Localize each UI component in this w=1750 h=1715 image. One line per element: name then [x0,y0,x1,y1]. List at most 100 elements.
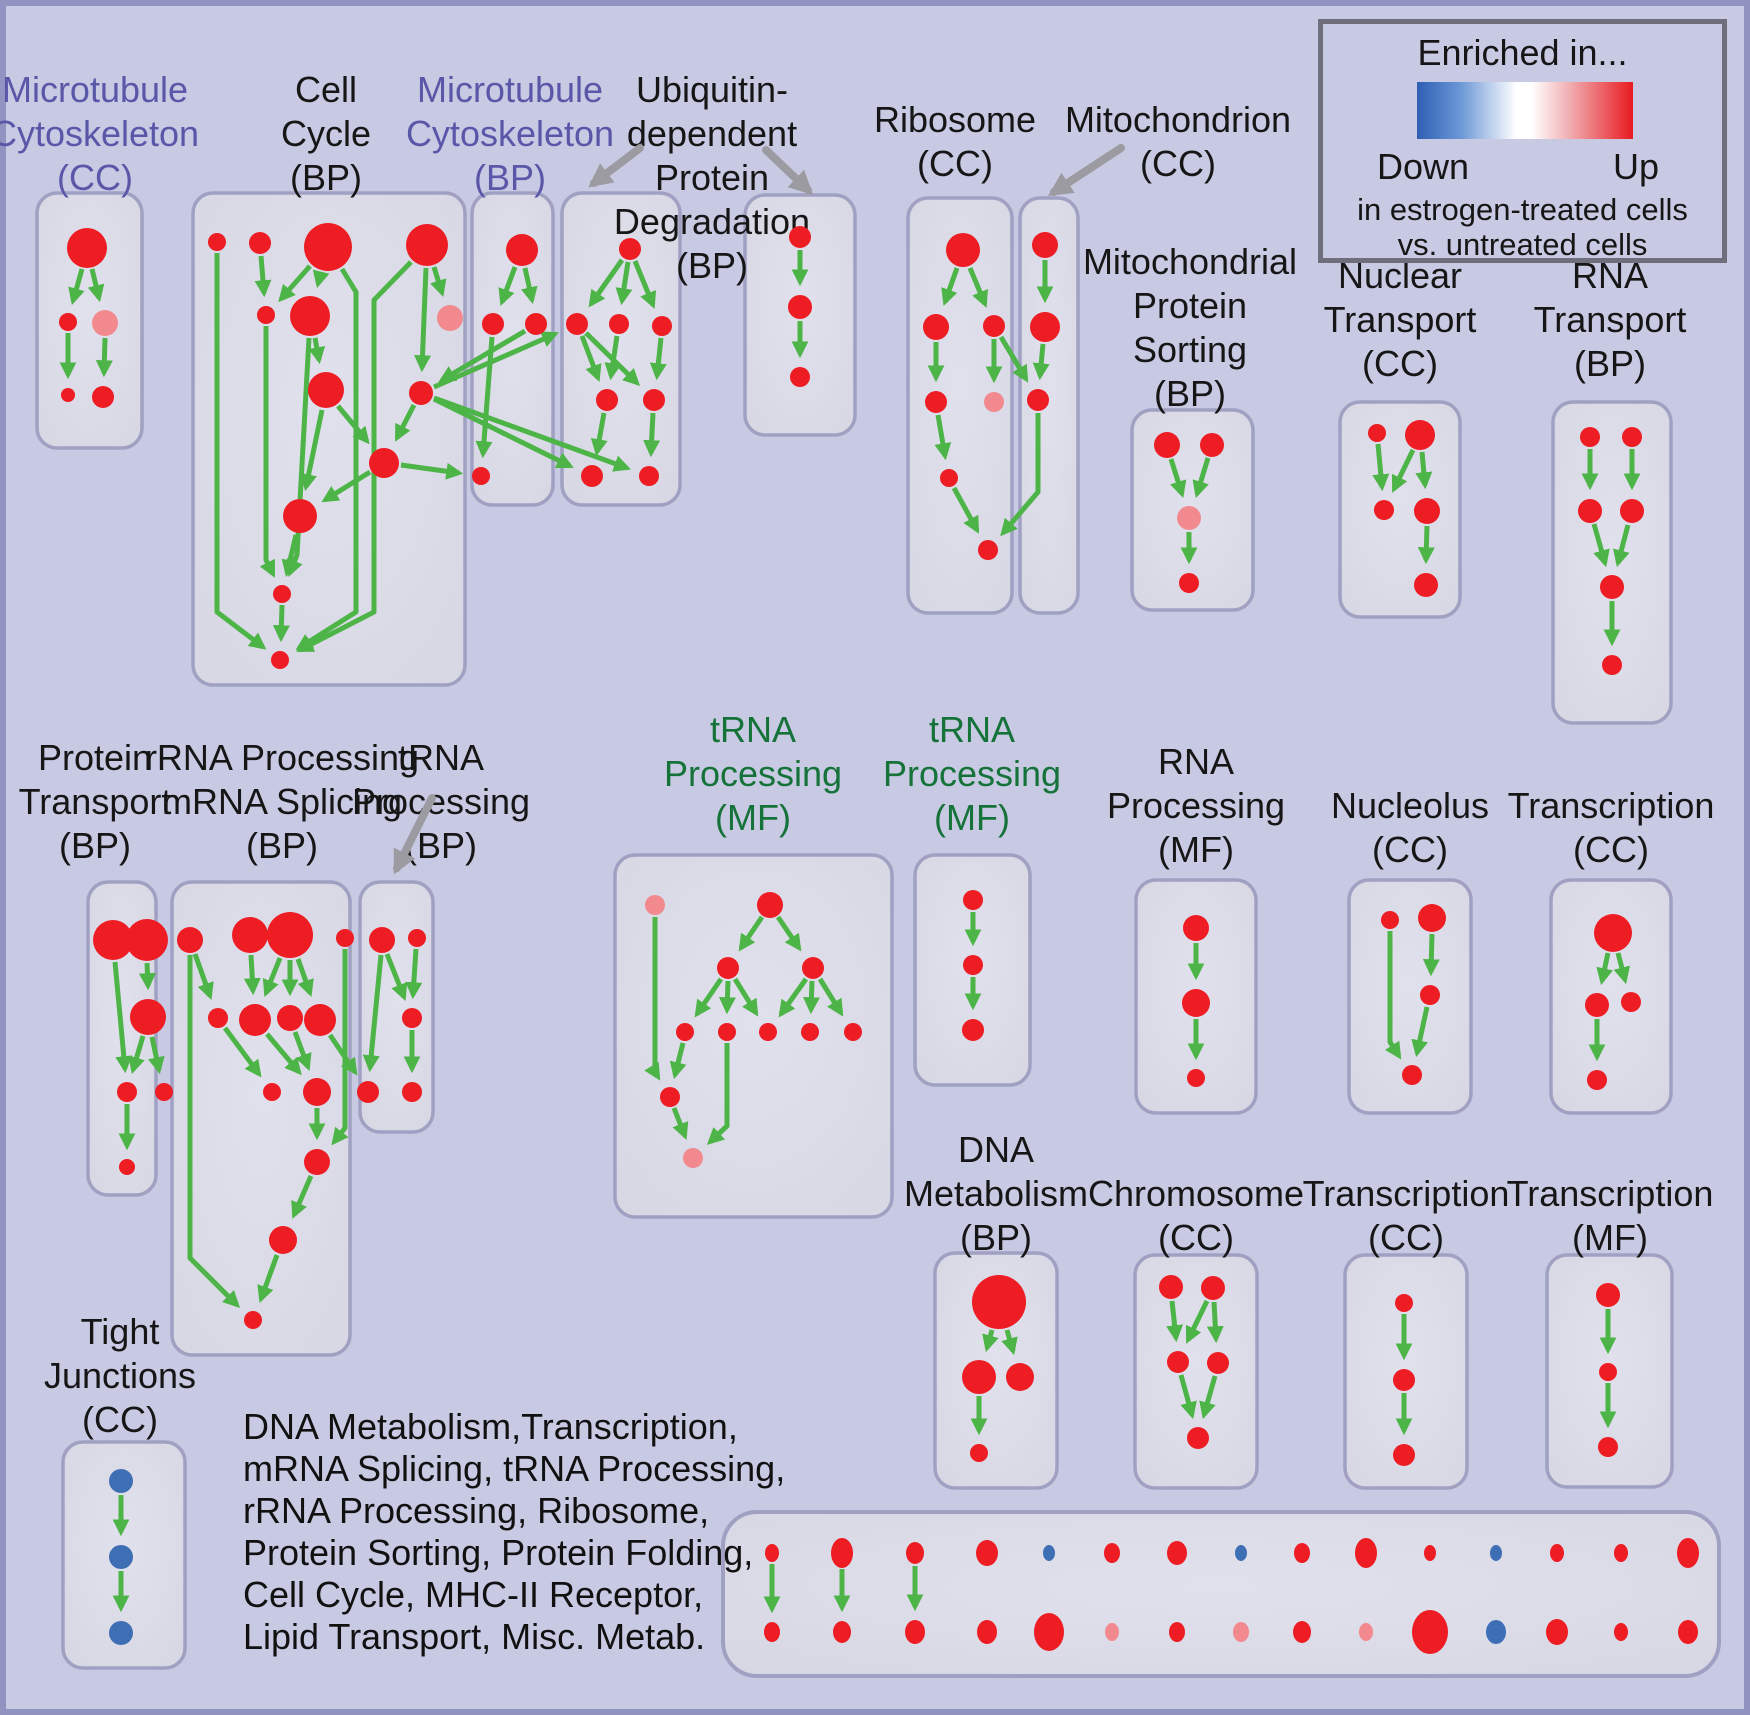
category-label-mps: (BP) [1154,373,1226,414]
category-label-cell-cycle: (BP) [290,157,362,198]
go-term-node [130,999,166,1035]
go-term-node [1602,655,1622,675]
category-label-trna-mf-small: (MF) [934,797,1010,838]
dag-edge [1613,524,1631,568]
category-label-nucleolus: Nucleolus [1331,785,1489,826]
go-term-node [906,1542,924,1564]
go-term-node [1599,1363,1617,1381]
category-label-tight-junctions: Tight [81,1311,160,1352]
go-term-node [1598,1437,1618,1457]
go-term-node [1424,1545,1436,1561]
dag-edge [643,412,661,458]
go-term-node [109,1621,133,1645]
dag-edge [941,267,960,307]
category-label-trna-bp: Processing [352,781,530,822]
dag-edge [327,1033,358,1076]
go-term-node [759,1023,777,1041]
dag-edge [300,409,325,492]
dag-edge [732,977,759,1017]
go-term-node [1402,1065,1422,1085]
category-label-protein-transport: Protein [38,737,152,778]
category-label-dna-metabolism: DNA [958,1129,1034,1170]
go-term-node [273,585,291,603]
label-pointer-arrow [762,146,814,195]
go-term-node [1600,575,1624,599]
category-label-rna-processing-mf: (MF) [1158,829,1234,870]
dag-edge [718,980,736,1015]
dag-edge [192,953,214,1001]
dag-edge [362,954,384,1073]
go-term-node [683,1148,703,1168]
dag-edge [312,269,330,289]
go-term-node [717,957,739,979]
go-term-node [177,927,203,953]
dag-edge [475,336,495,459]
category-label-transcription-mf: Transcription [1507,1173,1714,1214]
dag-edge [138,962,156,991]
category-label-mps: Mitochondrial [1083,241,1297,282]
dag-edge [588,258,625,308]
category-label-ribosome: Ribosome [874,99,1036,140]
go-term-node [1233,1622,1249,1642]
go-term-node [596,389,618,411]
go-term-node [1614,1544,1628,1562]
go-term-node [369,448,399,478]
dag-edge [394,403,417,442]
category-label-trna-bp: tRNA [398,737,484,778]
category-label-transcription-cc-mid: (CC) [1573,829,1649,870]
dag-edge [632,260,657,309]
dag-edge [649,337,667,381]
go-term-node [304,1149,330,1175]
go-term-node [718,1023,736,1041]
dag-edge [214,253,267,650]
misc-line: Lipid Transport, Misc. Metab. [243,1616,706,1657]
category-label-ribosome: (CC) [917,143,993,184]
go-term-node [963,955,983,975]
go-term-node [978,540,998,560]
dag-edge [520,267,538,305]
dag-edge [336,404,370,445]
go-term-node [244,1311,262,1329]
go-term-node [117,1082,137,1102]
go-term-node [645,895,665,915]
dag-edge [982,1329,999,1353]
go-term-node [1105,1623,1119,1641]
go-term-node [976,1540,998,1566]
dag-edge [951,486,980,534]
dag-edge [778,977,809,1018]
category-box-chromosome [1133,1253,1259,1490]
category-label-rna-processing-mf: RNA [1158,741,1234,782]
go-term-node [946,233,980,267]
go-term-node [1677,1538,1699,1568]
go-term-node [232,917,268,953]
category-label-trna-mf: tRNA [710,709,796,750]
category-label-protein-transport: Transport [19,781,172,822]
go-term-node [1412,1610,1448,1654]
dag-edge [295,267,359,651]
category-label-chromosome: (CC) [1158,1217,1234,1258]
dag-edge [1199,1375,1218,1420]
dag-edge [802,980,820,1015]
category-label-transcription-cc-mid: Transcription [1508,785,1715,826]
dag-edge [1422,933,1440,977]
go-term-node [119,1159,135,1175]
go-term-node [925,391,947,413]
go-term-node [1621,992,1641,1012]
go-term-node [336,929,354,947]
dag-edge [1596,952,1613,986]
category-label-nuclear-transport: Transport [1324,299,1477,340]
category-label-ubiq1: Degradation [614,201,810,242]
go-term-node [1368,424,1386,442]
go-term-node [1381,911,1399,929]
dag-edge [967,267,988,308]
category-label-nucleolus: (CC) [1372,829,1448,870]
go-term-node [155,1083,173,1101]
go-term-node [1490,1545,1502,1561]
dag-edge [187,955,241,1309]
go-term-node [1177,506,1201,530]
go-term-node [1207,1352,1229,1374]
go-term-node [283,499,317,533]
category-label-mt-bp: Cytoskeleton [406,113,614,154]
go-term-node [271,651,289,669]
go-term-node [1594,914,1632,952]
